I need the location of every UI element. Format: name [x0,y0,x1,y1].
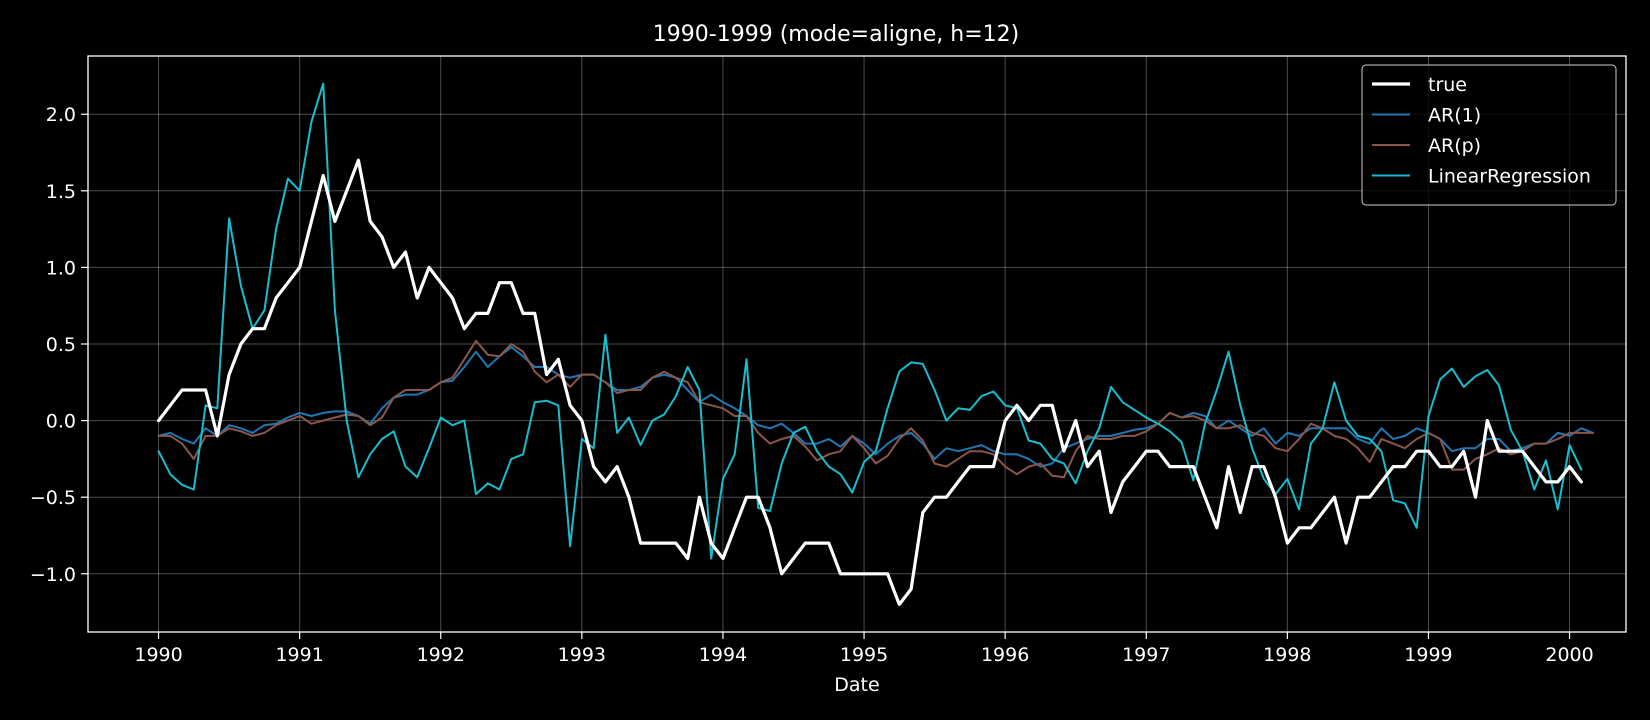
legend-entry: true [1428,74,1467,96]
chart-title: 1990-1999 (mode=aligne, h=12) [653,22,1019,47]
y-axis: −1.0 −0.5 0.0 0.5 1.0 1.5 2.0 [30,104,88,586]
x-tick-label: 1990 [134,644,182,666]
x-tick-label: 1999 [1404,644,1452,666]
legend-entry: AR(p) [1428,135,1481,157]
legend-entry: AR(1) [1428,105,1481,127]
y-tick-label: 2.0 [46,104,76,126]
series-line-ar-1 [157,346,1595,468]
grid [88,56,1626,632]
y-tick-label: 0.0 [46,411,76,433]
y-tick-label: −1.0 [30,564,76,586]
y-tick-label: 1.0 [46,257,76,279]
x-tick-label: 1992 [417,644,465,666]
x-tick-label: 1994 [699,644,747,666]
series-line-true [157,158,1583,607]
x-tick-label: 1995 [840,644,888,666]
x-tick-label: 1996 [981,644,1029,666]
legend-entry: LinearRegression [1428,166,1591,188]
x-tick-label: 1998 [1263,644,1311,666]
y-tick-label: −0.5 [30,487,76,509]
x-axis: 1990 1991 1992 1993 1994 1995 1996 1997 1998 1999… [134,632,1594,666]
x-tick-label: 2000 [1545,644,1593,666]
series-line-ar-p [157,339,1595,479]
y-tick-label: 0.5 [46,334,76,356]
x-tick-label: 1997 [1122,644,1170,666]
series-layer [157,82,1595,607]
y-tick-label: 1.5 [46,181,76,203]
x-tick-label: 1993 [558,644,606,666]
x-tick-label: 1991 [275,644,323,666]
legend: true AR(1) AR(p) LinearRegression [1361,64,1617,206]
legend-box [1361,64,1617,206]
x-axis-label: Date [834,674,879,696]
series-line-linearregression [157,82,1583,560]
